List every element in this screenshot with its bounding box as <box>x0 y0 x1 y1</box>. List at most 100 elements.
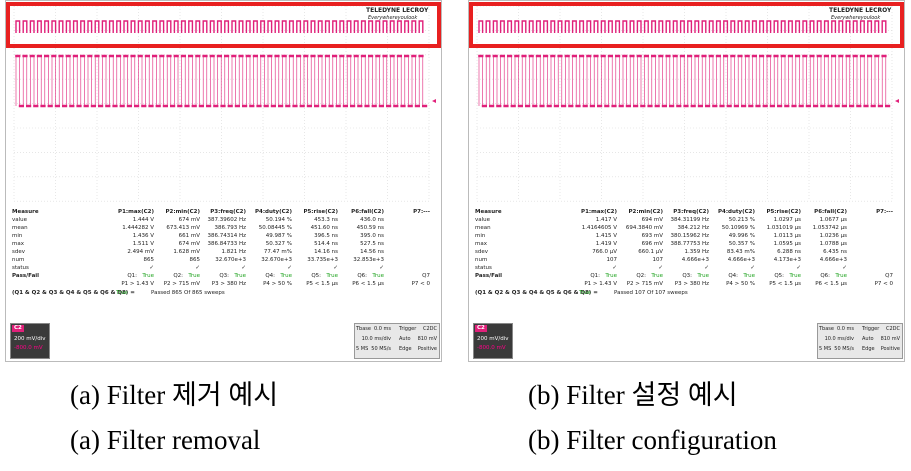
table-cell: 1.444 V <box>132 217 154 223</box>
table-cell: 50.213 % <box>728 217 755 223</box>
table-cell: 32.670e+3 <box>261 257 292 263</box>
channel-offset: -800.0 mV <box>14 345 43 351</box>
table-cell: 693 mV <box>641 233 663 239</box>
table-cell: 388.77753 Hz <box>670 241 709 247</box>
logo-brand: TELEDYNE LECROY <box>366 7 429 14</box>
timebase-cell: Positive <box>417 346 437 352</box>
test-name: Q3: <box>219 273 229 279</box>
test-result: True <box>280 273 292 279</box>
test-name: Q2: <box>636 273 646 279</box>
test-name: Q1: <box>590 273 600 279</box>
table-cell: 453.3 ns <box>314 217 338 223</box>
table-cell: 1.0113 µs <box>773 233 801 239</box>
table-cell: 1.821 Hz <box>221 249 246 255</box>
table-cell: 6.435 ns <box>823 249 847 255</box>
row-label: sdev <box>475 249 488 255</box>
table-cell: 396.5 ns <box>314 233 338 239</box>
test-condition: P3 > 380 Hz <box>674 281 709 287</box>
test-name: Q2: <box>173 273 183 279</box>
test-result: True <box>605 273 617 279</box>
table-cell: 386.84733 Hz <box>207 241 246 247</box>
timebase-box: Tbase 0.0 ms Trigger C2DC 10.0 ms/div Auto 810… <box>354 323 440 359</box>
scope-screenshot: TELEDYNE LECROY Everywhereyoulook Measure P… <box>5 0 442 362</box>
timebase-box: Tbase 0.0 ms Trigger C2DC 10.0 ms/div Auto 810… <box>817 323 903 359</box>
table-header: P2:min(C2) <box>165 209 200 215</box>
table-cell: ✓ <box>241 265 246 271</box>
table-cell: 1.0297 µs <box>773 217 801 223</box>
table-cell: ✓ <box>842 265 847 271</box>
test-name: Q4: <box>728 273 738 279</box>
timebase-cell: Edge <box>399 346 412 352</box>
table-cell: 4.666e+3 <box>819 257 847 263</box>
footer-expression: (Q1 & Q2 & Q3 & Q4 & Q5 & Q6 & Q8) = <box>12 290 135 296</box>
test-name: Q7 <box>422 273 430 279</box>
test-result: True <box>326 273 338 279</box>
channel-name: C2 <box>475 325 487 332</box>
table-header: P4:duty(C2) <box>254 209 292 215</box>
timebase-cell: Auto <box>862 336 874 342</box>
test-result: True <box>789 273 801 279</box>
test-result: True <box>142 273 154 279</box>
timebase-cell: Trigger <box>399 326 417 332</box>
table-header: P1:max(C2) <box>118 209 154 215</box>
test-name: Q1: <box>127 273 137 279</box>
analog-trace <box>478 56 887 106</box>
test-condition: P7 < 0 <box>874 281 893 287</box>
test-condition: P4 > 50 % <box>263 281 292 287</box>
test-condition: P2 > 715 mV <box>163 281 200 287</box>
table-cell: 50.327 % <box>265 241 292 247</box>
table-header: P5:rise(C2) <box>766 209 801 215</box>
analog-trace <box>15 56 424 106</box>
table-cell: 14.56 ns <box>360 249 384 255</box>
table-cell: 660.1 µV <box>638 249 663 255</box>
row-label: max <box>12 241 24 247</box>
footer-result: True <box>116 290 128 296</box>
table-cell: 380.15962 Hz <box>670 233 709 239</box>
test-name: Q3: <box>682 273 692 279</box>
digital-trace <box>15 20 424 33</box>
table-cell: 384.212 Hz <box>677 225 709 231</box>
test-result: True <box>372 273 384 279</box>
table-header: P7:--- <box>413 209 430 215</box>
highlight-box <box>469 2 904 48</box>
table-header: P3:freq(C2) <box>210 209 246 215</box>
table-cell: 1.417 V <box>595 217 617 223</box>
timebase-cell: 810 mV <box>417 336 437 342</box>
table-cell: 674 mV <box>178 241 200 247</box>
table-cell: 694.3840 mV <box>625 225 663 231</box>
pass-fail-label: Pass/Fail <box>475 273 503 279</box>
table-cell: 1.359 Hz <box>684 249 709 255</box>
table-cell: 395.0 ns <box>360 233 384 239</box>
timebase-cell: Tbase <box>356 326 371 332</box>
channel-scale: 200 mV/div <box>477 336 509 342</box>
table-header: P6:fall(C2) <box>814 209 847 215</box>
caption-english: (b) Filter configuration <box>528 425 777 455</box>
table-cell: 661 mV <box>178 233 200 239</box>
logo-tagline: Everywhereyoulook <box>831 15 881 21</box>
table-cell: 77.47 m% <box>263 249 292 255</box>
analog-levels <box>15 54 428 108</box>
table-cell: 1.419 V <box>595 241 617 247</box>
table-cell: 1.0677 µs <box>819 217 847 223</box>
test-name: Q7 <box>885 273 893 279</box>
table-cell: 696 mV <box>641 241 663 247</box>
table-cell: 1.0595 µs <box>773 241 801 247</box>
channel-box: C2 200 mV/div -800.0 mV <box>473 323 513 359</box>
row-label: min <box>12 233 23 239</box>
timebase-cell: 810 mV <box>880 336 900 342</box>
table-cell: 1.415 V <box>595 233 617 239</box>
pass-fail-label: Pass/Fail <box>12 273 40 279</box>
test-result: True <box>234 273 246 279</box>
footer-expression: (Q1 & Q2 & Q3 & Q4 & Q5 & Q6 & Q8) = <box>475 290 598 296</box>
row-label: status <box>475 265 492 271</box>
scope-screenshot: TELEDYNE LECROY Everywhereyoulook Measure P… <box>468 0 905 362</box>
table-cell: 1.444282 V <box>122 225 154 231</box>
table-cell: ✓ <box>704 265 709 271</box>
table-header: P6:fall(C2) <box>351 209 384 215</box>
logo-brand: TELEDYNE LECROY <box>829 7 892 14</box>
table-cell: 33.735e+3 <box>307 257 338 263</box>
row-label: mean <box>475 225 491 231</box>
timebase-cell: Auto <box>399 336 411 342</box>
table-cell: 384.31199 Hz <box>670 217 709 223</box>
table-cell: 49.996 % <box>728 233 755 239</box>
